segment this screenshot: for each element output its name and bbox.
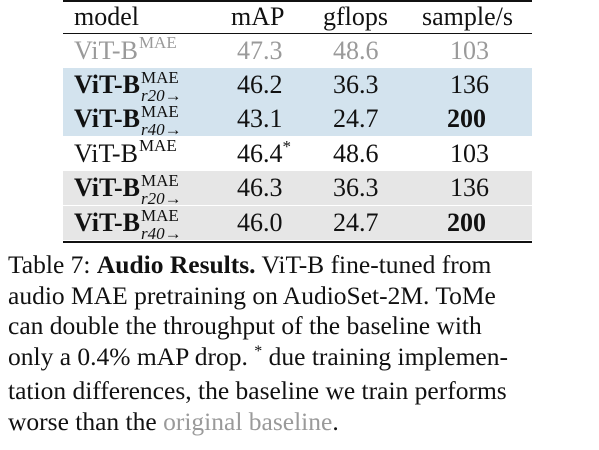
header-gflops: gflops xyxy=(323,2,388,31)
model-name: ViT-B xyxy=(74,139,138,168)
cell-gflops: 36.3 xyxy=(333,70,379,99)
table-row: ViT-B MAE r40→ 43.1 24.7 200 xyxy=(63,102,532,139)
caption-original-baseline: original baseline xyxy=(163,406,333,436)
cell-gflops: 48.6 xyxy=(333,36,379,65)
model-subscript-text: r40 xyxy=(141,224,165,243)
header-sample-per-second: sample/s xyxy=(422,2,513,31)
caption-label: Table 7: xyxy=(8,250,91,279)
model-subscript-text: r20 xyxy=(141,189,165,208)
header-model: model xyxy=(74,2,139,31)
caption-line-4-a: only a 0.4% mAP drop. xyxy=(8,341,248,371)
map-value: 46.0 xyxy=(237,208,283,237)
cell-gflops: 24.7 xyxy=(333,208,379,237)
arrow-right-icon: → xyxy=(164,224,182,243)
cell-sample-per-second: 103 xyxy=(450,36,489,65)
cell-gflops: 24.7 xyxy=(333,104,379,133)
caption-line-4: only a 0.4% mAP drop. * due training imp… xyxy=(8,342,592,377)
model-name: ViT-B xyxy=(74,208,140,237)
caption-line-6-a: worse than the xyxy=(8,406,157,436)
model-name: ViT-B xyxy=(74,70,140,99)
table-row: ViT-B MAE r40→ 46.0 24.7 200 xyxy=(63,206,532,243)
cell-sample-per-second: 136 xyxy=(450,173,489,202)
table-header-rule xyxy=(63,33,532,34)
caption-line-3: can double the throughput of the baselin… xyxy=(8,311,482,340)
cell-model: ViT-B MAE r40→ xyxy=(74,102,188,139)
caption-line-6-end: . xyxy=(332,406,339,436)
model-superscript: MAE xyxy=(141,171,179,190)
cell-gflops: 36.3 xyxy=(333,173,379,202)
model-name: ViT-B xyxy=(74,36,138,65)
model-subscript-text: r20 xyxy=(141,86,165,105)
header-map: mAP xyxy=(231,2,285,31)
model-subscript: r20→ xyxy=(141,185,182,213)
model-script-stack: MAE r20→ xyxy=(140,171,188,208)
model-script-stack: MAE r40→ xyxy=(140,206,188,243)
model-superscript: MAE xyxy=(141,68,179,87)
model-subscript-text: r40 xyxy=(141,120,165,139)
cell-model: ViT-BMAE xyxy=(74,136,177,171)
model-superscript: MAE xyxy=(138,33,177,52)
model-subscript: r20→ xyxy=(141,82,182,110)
caption-line-1: Table 7: Audio Results. ViT-B fine-tuned… xyxy=(8,250,592,281)
cell-model: ViT-B MAE r20→ xyxy=(74,68,188,105)
map-value: 46.3 xyxy=(237,173,283,202)
caption-footnote-star: * xyxy=(254,342,263,360)
caption-line-2: audio MAE pretraining on AudioSet-2M. To… xyxy=(8,280,496,310)
caption-line-6: worse than the original baseline. xyxy=(8,407,592,438)
table-top-rule xyxy=(63,0,532,2)
cell-map: 46.3 xyxy=(237,174,283,202)
arrow-right-icon: → xyxy=(164,189,182,208)
cell-sample-per-second: 103 xyxy=(450,139,489,168)
model-script-stack: MAE r40→ xyxy=(140,102,188,139)
cell-sample-per-second: 200 xyxy=(447,104,486,133)
model-superscript: MAE xyxy=(141,206,179,225)
model-superscript: MAE xyxy=(141,102,179,121)
table-row: ViT-B MAE r20→ 46.2 36.3 136 xyxy=(63,68,532,105)
model-script-stack: MAE r20→ xyxy=(140,68,188,105)
model-name: ViT-B xyxy=(74,104,140,133)
caption-title: Audio Results. xyxy=(96,250,256,279)
model-subscript: r40→ xyxy=(141,116,182,144)
table-row: ViT-BMAE 47.3 48.6 103 xyxy=(63,33,532,68)
cell-map: 46.2 xyxy=(237,71,283,99)
table-caption: Table 7: Audio Results. ViT-B fine-tuned… xyxy=(8,250,592,437)
arrow-right-icon: → xyxy=(164,120,182,139)
caption-line-1-text: ViT-B fine-tuned from xyxy=(261,250,492,279)
map-value: 43.1 xyxy=(237,104,283,133)
cell-sample-per-second: 200 xyxy=(447,208,486,237)
model-subscript: r40→ xyxy=(141,220,182,248)
table-row: ViT-B MAE r20→ 46.3 36.3 136 xyxy=(63,171,532,208)
caption-line-4-b: due training implemen- xyxy=(268,341,508,371)
cell-map: 46.0 xyxy=(237,209,283,237)
cell-model: ViT-B MAE r20→ xyxy=(74,171,188,208)
caption-line-5: tation differences, the baseline we trai… xyxy=(8,376,507,405)
cell-sample-per-second: 136 xyxy=(450,70,489,99)
table-row: ViT-BMAE 46.4* 48.6 103 xyxy=(63,136,532,171)
cell-map: 46.4* xyxy=(237,137,292,171)
map-value: 46.4 xyxy=(237,139,283,168)
cell-model: ViT-BMAE xyxy=(74,33,177,68)
cell-model: ViT-B MAE r40→ xyxy=(74,206,188,243)
footnote-star: * xyxy=(282,137,292,156)
arrow-right-icon: → xyxy=(164,86,182,105)
model-superscript: MAE xyxy=(138,136,177,155)
map-value: 47.3 xyxy=(237,36,283,65)
map-value: 46.2 xyxy=(237,70,283,99)
table-bottom-rule xyxy=(63,241,532,243)
model-name: ViT-B xyxy=(74,173,140,202)
cell-gflops: 48.6 xyxy=(333,139,379,168)
cell-map: 47.3 xyxy=(237,37,283,65)
cell-map: 43.1 xyxy=(237,105,283,133)
